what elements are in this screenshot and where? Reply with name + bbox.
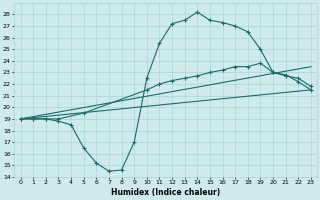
X-axis label: Humidex (Indice chaleur): Humidex (Indice chaleur)	[111, 188, 220, 197]
